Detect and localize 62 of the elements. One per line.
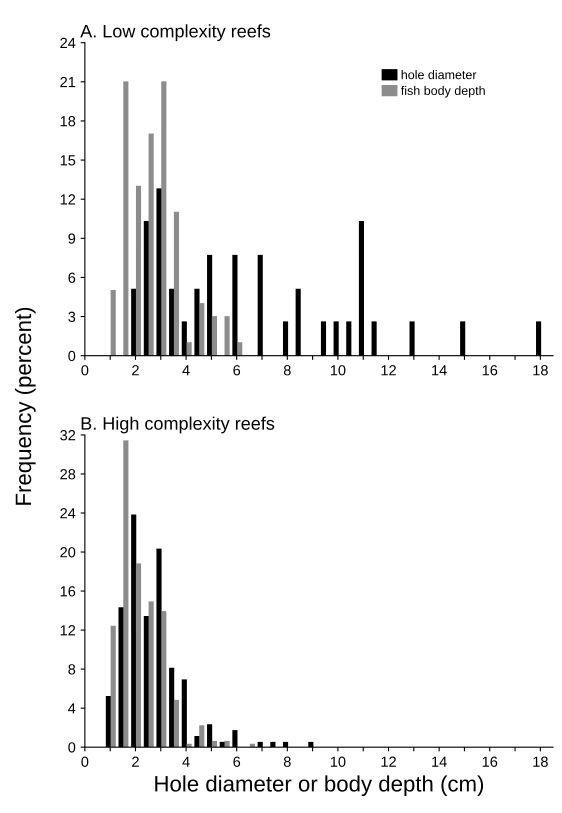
x-axis-title: Hole diameter or body depth (cm) [155,775,484,796]
y-tick-label: 16 [60,586,76,596]
x-tick-label: 2 [132,756,139,767]
chart-title: B. High complexity reefs [82,416,274,434]
y-tick-label: 6 [68,272,76,283]
bar [186,342,192,356]
x-tick-label: 14 [432,756,447,767]
x-tick-label: 6 [233,756,240,767]
bar [199,725,204,748]
y-tick-label: 0 [68,742,76,753]
y-tick-label: 8 [68,664,76,675]
bar [161,611,166,748]
bar [110,290,116,356]
y-tick-label: 12 [60,194,76,204]
x-tick-label: 12 [382,365,396,376]
x-tick-label: 10 [330,365,346,376]
bar [174,700,180,748]
bar [136,186,142,356]
y-tick-label: 21 [60,76,76,88]
bar [136,563,142,748]
chart-title: A. Low complexity reefs [80,24,270,42]
x-tick-label: 12 [382,756,396,767]
x-tick-label: 10 [330,756,346,767]
y-axis-title: Frequency (percent) [14,308,36,505]
y-tick-label: 24 [60,38,76,48]
y-tick-label: 32 [60,430,76,440]
legend-label: fish body depth [400,86,485,98]
x-tick-label: 4 [182,365,190,376]
bar [148,134,154,356]
x-tick-label: 0 [81,756,88,767]
legend-label: hole diameter [402,70,476,80]
x-tick-label: 2 [132,365,139,376]
bar [123,440,128,748]
y-tick-label: 15 [60,155,76,166]
x-tick-label: 4 [182,756,190,767]
x-tick-label: 18 [533,756,548,767]
bar [110,626,116,748]
bar [224,316,230,356]
y-tick-label: 20 [60,547,76,558]
bar [212,316,217,356]
x-tick-label: 16 [482,365,498,376]
y-tick-label: 24 [60,508,76,518]
x-tick-label: 0 [81,365,88,376]
bar [199,303,204,356]
y-tick-label: 28 [60,469,76,480]
y-tick-label: 9 [68,233,76,244]
x-tick-label: 8 [284,365,291,376]
y-tick-label: 3 [68,312,76,322]
bar [161,81,166,356]
bar [123,81,128,356]
y-tick-label: 4 [68,703,76,714]
bar [237,342,242,356]
x-tick-label: 14 [432,365,447,376]
x-tick-label: 8 [284,756,291,767]
bar [148,601,154,748]
x-tick-label: 16 [482,756,498,767]
bar [174,212,180,356]
y-tick-label: 0 [68,350,76,362]
y-tick-label: 18 [60,116,76,126]
y-tick-label: 12 [60,625,76,636]
x-tick-label: 18 [533,365,548,376]
x-tick-label: 6 [233,365,240,376]
